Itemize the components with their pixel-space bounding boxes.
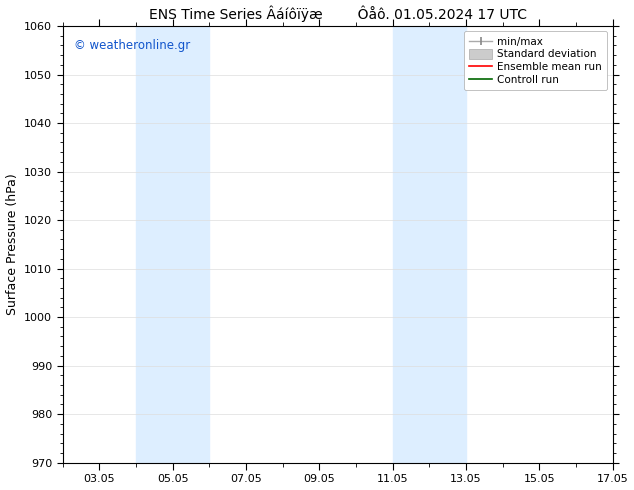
Text: © weatheronline.gr: © weatheronline.gr — [74, 39, 190, 52]
Title: ENS Time Series Âáíôïÿæ        Ôåô. 01.05.2024 17 UTC: ENS Time Series Âáíôïÿæ Ôåô. 01.05.2024 … — [148, 5, 527, 22]
Bar — [136, 26, 209, 463]
Legend: min/max, Standard deviation, Ensemble mean run, Controll run: min/max, Standard deviation, Ensemble me… — [464, 31, 607, 90]
Bar — [392, 26, 466, 463]
Y-axis label: Surface Pressure (hPa): Surface Pressure (hPa) — [6, 173, 18, 315]
